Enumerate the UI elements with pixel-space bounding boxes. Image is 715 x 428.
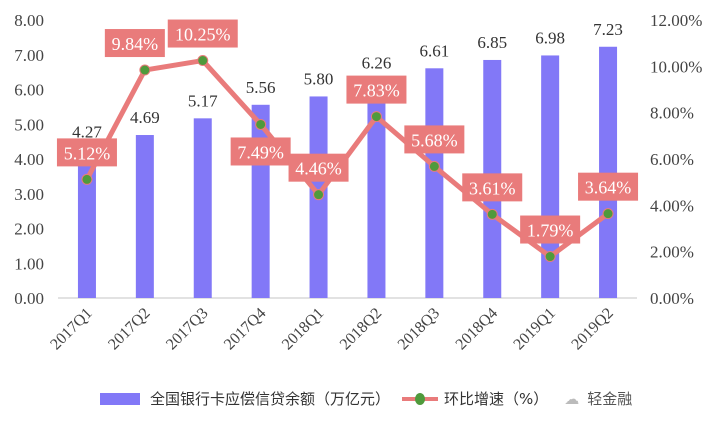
- line-marker: [428, 160, 440, 172]
- line-value-label: 9.84%: [112, 34, 159, 54]
- y-left-tick-label: 2.00: [14, 220, 44, 239]
- y-left-tick-label: 4.00: [14, 150, 44, 169]
- line-value-label: 10.25%: [175, 25, 231, 45]
- line-marker: [197, 55, 209, 67]
- line-marker: [486, 208, 498, 220]
- bar: [599, 46, 618, 298]
- y-left-tick-label: 1.00: [14, 254, 44, 273]
- bar-value-label: 5.80: [304, 69, 334, 88]
- bar-value-label: 6.61: [419, 41, 449, 60]
- bar: [193, 118, 212, 298]
- line-label-box: [346, 75, 407, 104]
- bar: [77, 149, 96, 298]
- x-tick-label: 2017Q3: [163, 305, 211, 353]
- y-left-tick-label: 6.00: [14, 81, 44, 100]
- watermark-text: 轻金融: [587, 390, 633, 408]
- line-label-box: [404, 125, 465, 154]
- line-value-label: 3.64%: [585, 178, 632, 198]
- legend-line-swatch: [402, 392, 439, 405]
- bar-value-label: 6.85: [477, 33, 507, 52]
- y-right-tick-label: 8.00%: [650, 104, 694, 123]
- x-tick-label: 2018Q4: [453, 305, 501, 353]
- line-label-box: [578, 172, 639, 201]
- bar-value-label: 5.17: [188, 91, 218, 110]
- legend-marker-icon: [415, 392, 426, 405]
- y-left-tick-label: 5.00: [14, 115, 44, 134]
- x-tick-label: 2017Q4: [221, 305, 269, 353]
- line-value-label: 1.79%: [527, 221, 574, 241]
- line-marker: [255, 118, 267, 130]
- line-value-label: 7.83%: [353, 81, 400, 101]
- line-value-label: 5.68%: [411, 130, 458, 150]
- x-tick-label: 2018Q1: [279, 305, 327, 353]
- y-right-tick-label: 6.00%: [650, 150, 694, 169]
- x-tick-label: 2017Q1: [47, 305, 95, 353]
- line-value-label: 3.61%: [469, 178, 516, 198]
- legend-bar-swatch: [100, 392, 140, 405]
- bar: [135, 135, 154, 298]
- bar-value-label: 7.23: [593, 20, 623, 39]
- line-label-box: [288, 153, 349, 182]
- y-left-tick-label: 8.00: [14, 11, 44, 30]
- bar-value-label: 4.69: [130, 108, 160, 127]
- legend-bar-label: 全国银行卡应偿信贷余额（万亿元）: [150, 390, 391, 408]
- combo-chart: 0.00 1.00 2.00 3.00 4.00 5.00 6.00 7.00 8.00 0.00…: [14, 11, 702, 353]
- line-marker: [544, 251, 556, 263]
- x-tick-label: 2019Q2: [568, 305, 616, 353]
- line-marker: [602, 208, 614, 220]
- y-right-tick-label: 12.00%: [650, 11, 702, 30]
- x-tick-label: 2018Q3: [395, 305, 443, 353]
- x-tick-label: 2018Q2: [337, 305, 385, 353]
- bar-value-label: 6.98: [535, 28, 565, 47]
- x-tick-label: 2019Q1: [510, 305, 558, 353]
- bar: [367, 80, 386, 298]
- wechat-icon: ☁: [564, 389, 580, 408]
- line-marker: [313, 189, 325, 201]
- legend: 全国银行卡应偿信贷余额（万亿元） 环比增速（%） ☁ 轻金融: [100, 388, 632, 409]
- line-label-box: [230, 137, 291, 166]
- y-right-tick-label: 4.00%: [650, 196, 694, 215]
- line-label-box: [167, 19, 238, 48]
- bar-value-label: 4.27: [72, 123, 102, 142]
- legend-line-label: 环比增速（%）: [444, 390, 549, 408]
- y-right-tick-label: 10.00%: [650, 57, 702, 76]
- line-marker: [370, 111, 382, 123]
- y-right-tick-label: 0.00%: [650, 289, 694, 308]
- y-right-tick-label: 2.00%: [650, 243, 694, 262]
- line-value-label: 5.12%: [64, 143, 111, 163]
- line-marker: [81, 173, 93, 185]
- bar: [425, 68, 444, 299]
- line-label-box: [462, 173, 523, 202]
- y-left-tick-label: 7.00: [14, 46, 44, 65]
- y-left-tick-label: 0.00: [14, 289, 44, 308]
- line-label-box: [104, 29, 165, 58]
- y-left-tick-label: 3.00: [14, 185, 44, 204]
- line-value-label: 7.49%: [237, 142, 284, 162]
- bar-value-label: 6.26: [362, 53, 392, 72]
- watermark: ☁ 轻金融: [564, 388, 632, 409]
- line-label-box: [520, 215, 581, 244]
- line-value-label: 4.46%: [295, 159, 342, 179]
- bar-value-label: 5.56: [246, 78, 276, 97]
- line-marker: [139, 64, 151, 76]
- line-label-box: [56, 138, 117, 167]
- x-tick-label: 2017Q2: [105, 305, 153, 353]
